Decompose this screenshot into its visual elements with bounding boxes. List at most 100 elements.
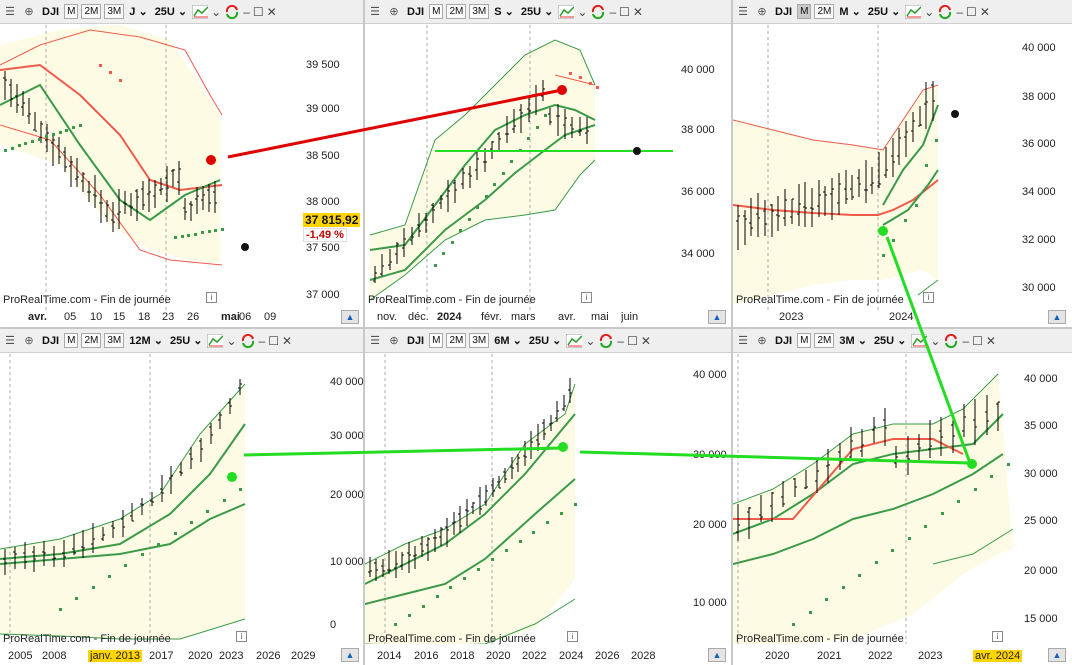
scroll-up-icon[interactable]: ▲	[708, 648, 726, 662]
chevron-down-icon[interactable]: ⌄	[924, 4, 935, 19]
restore-icon[interactable]: ☐	[268, 333, 279, 348]
scroll-up-icon[interactable]: ▲	[341, 310, 359, 324]
timeframe-button-2m[interactable]: 2M	[81, 333, 102, 348]
minimize-icon[interactable]: –	[617, 333, 625, 348]
info-icon[interactable]: i	[236, 631, 247, 642]
minimize-icon[interactable]: –	[258, 333, 266, 348]
close-icon[interactable]: ✕	[266, 4, 277, 19]
close-icon[interactable]: ✕	[979, 4, 990, 19]
minimize-icon[interactable]: –	[609, 4, 617, 19]
menu-icon[interactable]: ☰	[5, 335, 15, 347]
indicators-icon[interactable]	[192, 4, 209, 20]
info-icon[interactable]: i	[923, 292, 934, 303]
chart-panel-12m[interactable]: ☰ ⊕ DJI M 2M 3M 12M ⌄ 25U ⌄ ⌄ – ☐ ✕ 40 000 30 000 20 0…	[0, 329, 363, 665]
chevron-down-icon[interactable]: ⌄	[226, 333, 237, 348]
chart-canvas[interactable]	[733, 25, 1013, 310]
scroll-up-icon[interactable]: ▲	[341, 648, 359, 662]
period-select[interactable]: J ⌄	[127, 5, 149, 18]
chart-canvas[interactable]	[365, 354, 675, 644]
timeframe-button-3m[interactable]: 3M	[469, 4, 490, 19]
scroll-up-icon[interactable]: ▲	[1048, 310, 1066, 324]
restore-icon[interactable]: ☐	[627, 333, 638, 348]
timeframe-button-m[interactable]: M	[429, 4, 444, 19]
chart-canvas[interactable]	[733, 354, 1023, 644]
symbol-select[interactable]: DJI	[407, 334, 425, 347]
chevron-down-icon[interactable]: ⌄	[585, 333, 596, 348]
units-select[interactable]: 25U ⌄	[872, 334, 908, 347]
restore-icon[interactable]: ☐	[966, 4, 977, 19]
indicators-icon[interactable]	[905, 4, 922, 20]
menu-icon[interactable]: ☰	[738, 335, 748, 347]
units-select[interactable]: 25U ⌄	[527, 334, 563, 347]
units-select[interactable]: 25U ⌄	[519, 5, 555, 18]
units-select[interactable]: 25U ⌄	[866, 5, 902, 18]
refresh-icon[interactable]	[598, 333, 614, 349]
timeframe-button-m[interactable]: M	[797, 4, 812, 19]
instrument-icon[interactable]: ⊕	[389, 6, 399, 18]
refresh-icon[interactable]	[937, 4, 953, 20]
info-icon[interactable]: i	[567, 631, 578, 642]
refresh-icon[interactable]	[943, 333, 959, 349]
timeframe-button-2m[interactable]: 2M	[446, 333, 467, 348]
chart-panel-weekly[interactable]: ☰ ⊕ DJI M 2M 3M S ⌄ 25U ⌄ ⌄ – ☐ ✕ 40 000 38 000 36 000…	[365, 0, 731, 327]
restore-icon[interactable]: ☐	[972, 333, 983, 348]
instrument-icon[interactable]: ⊕	[24, 6, 34, 18]
chart-canvas[interactable]	[0, 25, 300, 310]
timeframe-button-m[interactable]: M	[797, 333, 812, 348]
symbol-select[interactable]: DJI	[42, 334, 60, 347]
period-select[interactable]: 3M ⌄	[837, 334, 869, 347]
scroll-up-icon[interactable]: ▲	[1048, 648, 1066, 662]
close-icon[interactable]: ✕	[985, 333, 996, 348]
instrument-icon[interactable]: ⊕	[757, 6, 767, 18]
chevron-down-icon[interactable]: ⌄	[211, 4, 222, 19]
symbol-select[interactable]: DJI	[42, 5, 60, 18]
chart-panel-monthly[interactable]: ☰ ⊕ DJI M 2M M ⌄ 25U ⌄ ⌄ – ☐ ✕ 40 000 38 000 36 000 34…	[733, 0, 1072, 327]
timeframe-button-2m[interactable]: 2M	[814, 333, 835, 348]
instrument-icon[interactable]: ⊕	[389, 335, 399, 347]
timeframe-button-3m[interactable]: 3M	[104, 333, 125, 348]
restore-icon[interactable]: ☐	[252, 4, 264, 19]
timeframe-button-2m[interactable]: 2M	[814, 4, 835, 19]
timeframe-button-2m[interactable]: 2M	[446, 4, 467, 19]
chart-canvas[interactable]	[0, 354, 300, 644]
timeframe-button-3m[interactable]: 3M	[104, 4, 125, 19]
chevron-down-icon[interactable]: ⌄	[930, 333, 941, 348]
instrument-icon[interactable]: ⊕	[757, 335, 767, 347]
refresh-icon[interactable]	[590, 4, 606, 20]
restore-icon[interactable]: ☐	[619, 4, 630, 19]
period-select[interactable]: 6M ⌄	[492, 334, 524, 347]
timeframe-button-m[interactable]: M	[429, 333, 444, 348]
refresh-icon[interactable]	[240, 333, 256, 349]
indicators-icon[interactable]	[911, 333, 928, 349]
symbol-select[interactable]: DJI	[407, 5, 425, 18]
instrument-icon[interactable]: ⊕	[24, 335, 34, 347]
close-icon[interactable]: ✕	[281, 333, 293, 348]
timeframe-button-2m[interactable]: 2M	[81, 4, 102, 19]
indicators-icon[interactable]	[566, 333, 583, 349]
units-select[interactable]: 25U ⌄	[168, 334, 204, 347]
timeframe-button-3m[interactable]: 3M	[469, 333, 490, 348]
menu-icon[interactable]: ☰	[370, 335, 380, 347]
period-select[interactable]: M ⌄	[837, 5, 862, 18]
info-icon[interactable]: i	[992, 631, 1003, 642]
info-icon[interactable]: i	[581, 292, 592, 303]
info-icon[interactable]: i	[206, 292, 217, 303]
indicators-icon[interactable]	[207, 333, 224, 349]
refresh-icon[interactable]	[224, 4, 240, 20]
minimize-icon[interactable]: –	[962, 333, 970, 348]
units-select[interactable]: 25U ⌄	[153, 5, 189, 18]
symbol-select[interactable]: DJI	[775, 334, 793, 347]
chevron-down-icon[interactable]: ⌄	[577, 4, 588, 19]
symbol-select[interactable]: DJI	[775, 5, 793, 18]
chart-canvas[interactable]	[365, 25, 673, 310]
minimize-icon[interactable]: –	[243, 4, 250, 19]
indicators-icon[interactable]	[558, 4, 575, 20]
close-icon[interactable]: ✕	[632, 4, 643, 19]
period-select[interactable]: S ⌄	[492, 5, 516, 18]
timeframe-button-m[interactable]: M	[64, 4, 79, 19]
scroll-up-icon[interactable]: ▲	[708, 310, 726, 324]
menu-icon[interactable]: ☰	[5, 6, 15, 18]
menu-icon[interactable]: ☰	[738, 6, 748, 18]
chart-panel-3m[interactable]: ☰ ⊕ DJI M 2M 3M ⌄ 25U ⌄ ⌄ – ☐ ✕ 40 000 35 000 30 000 2…	[733, 329, 1072, 665]
close-icon[interactable]: ✕	[640, 333, 651, 348]
